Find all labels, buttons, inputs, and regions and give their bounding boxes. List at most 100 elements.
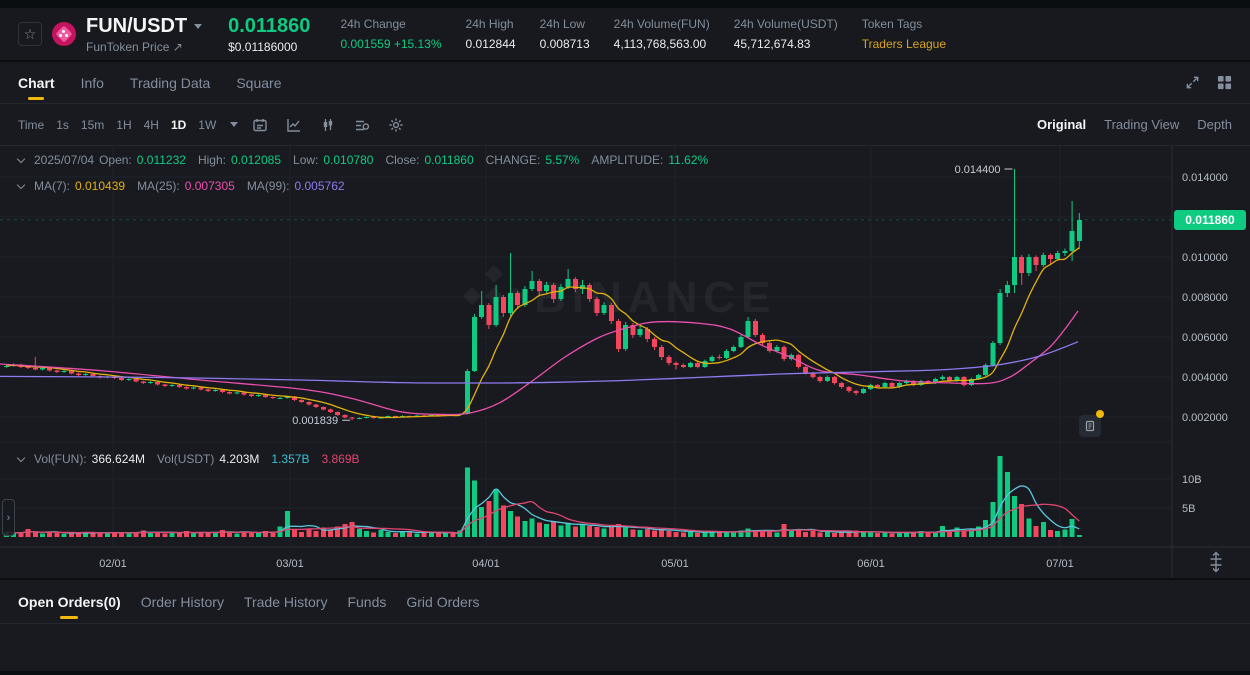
candle-body (601, 305, 607, 313)
volume-bar (932, 531, 938, 537)
volume-bar (162, 533, 168, 537)
candle-body (781, 347, 787, 359)
volume-bar (104, 532, 110, 537)
date-axis-label: 02/01 (99, 558, 127, 570)
volume-bar (220, 530, 225, 537)
candle-body (623, 325, 629, 349)
candle-body (839, 383, 845, 387)
tab-chart[interactable]: Chart (18, 62, 55, 104)
candle-body (529, 281, 535, 289)
legend-date: 2025/07/04 (34, 153, 95, 167)
interval-15m[interactable]: 15m (80, 117, 105, 132)
volume-bar (832, 532, 837, 537)
usd-price: $0.01186000 (228, 39, 298, 54)
chart-view-switch: Original Trading View Depth (1037, 117, 1232, 132)
volume-bar (997, 455, 1003, 537)
candle-body (666, 357, 672, 363)
candle-body (875, 385, 881, 387)
interval-1s[interactable]: 1s (56, 117, 69, 132)
ohlc-value: 0.010780 (323, 153, 374, 167)
tab-info[interactable]: Info (80, 74, 104, 91)
orders-tab-open-orders-0-[interactable]: Open Orders(0) (18, 580, 121, 624)
collapse-ma-icon[interactable] (16, 180, 26, 189)
favorite-star-icon[interactable]: ☆ (18, 22, 42, 46)
vol-label: Vol(USDT) (157, 452, 215, 466)
candle-body (853, 391, 859, 393)
date-range-icon[interactable] (252, 117, 268, 133)
tab-square[interactable]: Square (236, 74, 282, 91)
gear-icon[interactable] (388, 117, 404, 133)
candle-body (637, 329, 643, 335)
interval-4h[interactable]: 4H (143, 117, 159, 132)
line-chart-icon[interactable] (286, 117, 302, 133)
orders-tab-trade-history[interactable]: Trade History (243, 593, 328, 610)
news-icon[interactable] (1079, 415, 1101, 437)
interval-1h[interactable]: 1H (116, 117, 132, 132)
vol-label: Vol(FUN): (34, 452, 87, 466)
candle-body (1040, 255, 1046, 265)
volume-bar (565, 523, 571, 537)
token-price-link[interactable]: FunToken Price ↗ (86, 39, 183, 54)
expand-panel-handle[interactable]: › (2, 499, 15, 536)
stat-value: 0.008713 (539, 37, 590, 51)
view-trading-view[interactable]: Trading View (1104, 117, 1180, 132)
ma-value: 0.007305 (184, 179, 235, 193)
volume-bar (119, 531, 125, 537)
axis-fit-icon[interactable] (1210, 551, 1222, 573)
stat-24h-volume-usdt-: 24h Volume(USDT) 45,712,674.83 (734, 17, 838, 51)
volume-bar (83, 531, 89, 537)
orders-tab-funds[interactable]: Funds (347, 593, 387, 610)
stat-value[interactable]: Traders League (861, 37, 947, 51)
collapse-ohlc-icon[interactable] (16, 154, 26, 163)
tab-trading-data[interactable]: Trading Data (129, 74, 211, 91)
candle-body (241, 392, 247, 395)
volume-bar (551, 521, 557, 537)
candle-body (32, 368, 38, 370)
candle-body (918, 381, 924, 385)
candlestick-style-icon[interactable] (320, 117, 336, 133)
volume-bar (428, 532, 434, 537)
candle-body (709, 357, 715, 361)
candle-body (608, 305, 614, 321)
candle-body (40, 368, 45, 370)
view-depth[interactable]: Depth (1197, 117, 1232, 132)
candle-body (364, 417, 369, 418)
candle-body (284, 396, 290, 398)
interval-1d[interactable]: 1D (170, 117, 187, 132)
candle-body (342, 415, 348, 418)
candle-body (983, 365, 989, 375)
collapse-volume-icon[interactable] (16, 453, 26, 462)
candle-body (803, 367, 809, 373)
candle-body (997, 293, 1003, 343)
interval-1w[interactable]: 1W (198, 117, 217, 132)
candle-body (702, 361, 708, 367)
volume-axis-label: 10B (1182, 474, 1202, 486)
price-axis-label: 0.002000 (1182, 412, 1228, 424)
candle-body (587, 285, 593, 299)
indicators-icon[interactable] (354, 117, 370, 133)
volume-bar (133, 532, 139, 537)
volume-bar (954, 527, 960, 537)
fullscreen-icon[interactable] (1184, 75, 1200, 91)
chart-canvas[interactable]: BINANCE0.0140000.0100000.0080000.0060000… (0, 146, 1250, 578)
candle-body (486, 305, 492, 325)
candle-body (558, 287, 564, 299)
layout-grid-icon[interactable] (1216, 75, 1232, 91)
orders-tab-order-history[interactable]: Order History (140, 593, 224, 610)
candle-body (1076, 219, 1082, 241)
volume-bar (673, 531, 679, 537)
candle-body (515, 293, 521, 305)
volume-bar (529, 518, 535, 537)
volume-bar (947, 530, 953, 537)
volume-bar (1019, 503, 1025, 537)
volume-bar (824, 531, 830, 537)
stat-label: 24h High (465, 17, 514, 31)
interval-dropdown-icon[interactable] (230, 122, 239, 127)
orders-tab-grid-orders[interactable]: Grid Orders (406, 593, 480, 610)
candle-body (673, 363, 679, 365)
low-annotation-label: 0.001839 (292, 415, 338, 427)
volume-bar (227, 532, 233, 537)
view-original[interactable]: Original (1037, 117, 1087, 132)
volume-bar (234, 533, 240, 537)
pair-selector[interactable]: FUN/USDT (86, 15, 203, 38)
